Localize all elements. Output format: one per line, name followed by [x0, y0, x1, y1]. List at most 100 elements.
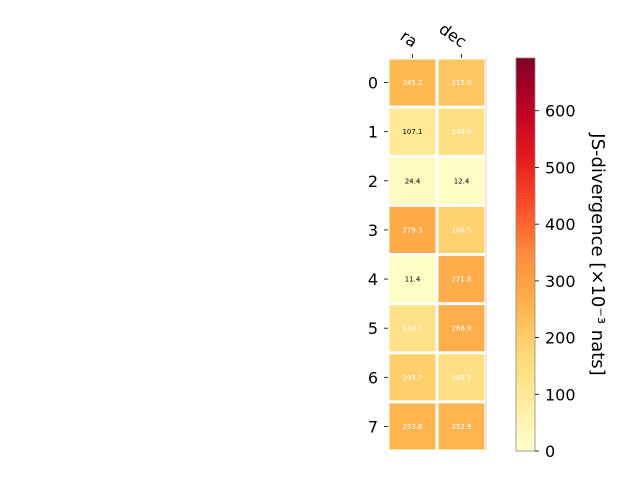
- colorbar-gradient-step: [516, 372, 535, 377]
- heatmap-cell: [438, 108, 485, 155]
- colorbar-gradient-step: [516, 401, 535, 406]
- colorbar-gradient-step: [516, 71, 535, 75]
- colorbar-tick-label: 400: [545, 215, 576, 234]
- colorbar-tick-label: 200: [545, 329, 576, 348]
- heatmap-cell: [438, 59, 485, 106]
- heatmap-cell-label: 188.5: [451, 226, 471, 234]
- colorbar-gradient-step: [516, 195, 535, 200]
- colorbar-gradient-step: [516, 103, 535, 108]
- colorbar-gradient-step: [516, 342, 535, 347]
- colorbar-gradient-step: [516, 352, 535, 357]
- heatmap-cell: [389, 305, 436, 352]
- colorbar-tick-label: 600: [545, 102, 576, 121]
- colorbar-gradient-step: [516, 136, 535, 141]
- heatmap-cell: [438, 157, 485, 204]
- heatmap-cell-label: 271.6: [451, 276, 472, 284]
- colorbar-gradient-step: [516, 58, 535, 62]
- y-tick-label: 1: [368, 123, 378, 142]
- heatmap-cell: [389, 108, 436, 155]
- heatmap-cell-label: 148.9: [451, 128, 471, 136]
- colorbar-gradient-step: [516, 182, 535, 187]
- heatmap-cell: [438, 354, 485, 401]
- colorbar-gradient-step: [516, 414, 535, 419]
- colorbar-gradient-step: [516, 280, 535, 285]
- colorbar-gradient-step: [516, 189, 535, 193]
- colorbar-gradient-step: [516, 156, 535, 161]
- colorbar-tick-label: 300: [545, 272, 576, 291]
- colorbar-gradient-step: [516, 225, 535, 229]
- colorbar-gradient-step: [516, 247, 535, 252]
- colorbar-gradient-step: [516, 159, 535, 164]
- y-tick-label: 0: [368, 74, 378, 93]
- colorbar-gradient-step: [516, 100, 535, 105]
- colorbar-gradient-step: [516, 90, 535, 95]
- colorbar-gradient-step: [516, 349, 535, 354]
- colorbar-gradient-step: [516, 437, 535, 442]
- colorbar-gradient-step: [516, 339, 535, 344]
- colorbar-gradient-step: [516, 356, 535, 360]
- y-tick-label: 4: [368, 270, 378, 289]
- colorbar-gradient-step: [516, 234, 535, 239]
- colorbar-gradient-step: [516, 143, 535, 148]
- colorbar-gradient-step: [516, 228, 535, 233]
- heatmap-cell-label: 134.1: [402, 325, 422, 333]
- heatmap-cell: [389, 157, 436, 204]
- colorbar-gradient-step: [516, 306, 535, 311]
- colorbar-gradient-step: [516, 221, 535, 226]
- heatmap-cell: [389, 59, 436, 106]
- colorbar-gradient-step: [516, 116, 535, 121]
- colorbar-gradient-step: [516, 418, 535, 423]
- colorbar-gradient-step: [516, 408, 535, 413]
- colorbar-gradient-step: [516, 365, 535, 370]
- colorbar-gradient-step: [516, 313, 535, 318]
- colorbar-gradient-step: [516, 130, 535, 134]
- heatmap-cell-label: 245.2: [402, 79, 422, 87]
- colorbar-gradient-step: [516, 333, 535, 337]
- colorbar-gradient-step: [516, 152, 535, 157]
- colorbar-gradient-step: [516, 388, 535, 393]
- colorbar-gradient-step: [516, 362, 535, 367]
- colorbar-tick-label: 0: [545, 442, 555, 461]
- colorbar-gradient-step: [516, 428, 535, 432]
- colorbar-gradient-step: [516, 447, 535, 452]
- colorbar-gradient-step: [516, 120, 535, 125]
- heatmap-cell: [438, 256, 485, 303]
- colorbar-gradient-step: [516, 323, 535, 328]
- colorbar-gradient-step: [516, 205, 535, 210]
- colorbar-gradient-step: [516, 398, 535, 403]
- colorbar-gradient-step: [516, 84, 535, 89]
- colorbar-gradient-step: [516, 359, 535, 364]
- colorbar-gradient-step: [516, 179, 535, 184]
- colorbar-gradient-step: [516, 208, 535, 213]
- colorbar-gradient-step: [516, 61, 535, 66]
- heatmap-cell: [389, 256, 436, 303]
- colorbar-gradient-step: [516, 326, 535, 331]
- colorbar-gradient-step: [516, 316, 535, 321]
- colorbar-gradient-step: [516, 218, 535, 223]
- colorbar-gradient-step: [516, 392, 535, 396]
- colorbar-gradient-step: [516, 110, 535, 115]
- colorbar-gradient-step: [516, 175, 535, 180]
- colorbar-gradient-step: [516, 303, 535, 308]
- colorbar-gradient-step: [516, 270, 535, 275]
- colorbar-gradient-step: [516, 421, 535, 426]
- colorbar-gradient-step: [516, 113, 535, 118]
- colorbar-gradient-step: [516, 146, 535, 151]
- colorbar-tick-label: 100: [545, 385, 576, 404]
- y-tick-label: 6: [368, 368, 378, 387]
- colorbar-gradient-step: [516, 251, 535, 256]
- heatmap-cell: [438, 206, 485, 253]
- colorbar-gradient-step: [516, 87, 535, 92]
- heatmap-cell-label: 12.4: [454, 177, 470, 185]
- colorbar-label: JS-divergence [×10⁻³ nats]: [587, 132, 608, 375]
- heatmap-cell-label: 279.3: [402, 226, 422, 234]
- heatmap-cell-label: 215.0: [451, 79, 471, 87]
- heatmap-cell: [438, 403, 485, 450]
- colorbar-gradient-step: [516, 264, 535, 269]
- colorbar-gradient-step: [516, 215, 535, 220]
- colorbar-gradient-step: [516, 149, 535, 154]
- colorbar-gradient-step: [516, 375, 535, 380]
- colorbar-gradient-step: [516, 297, 535, 301]
- colorbar-gradient-step: [516, 123, 535, 128]
